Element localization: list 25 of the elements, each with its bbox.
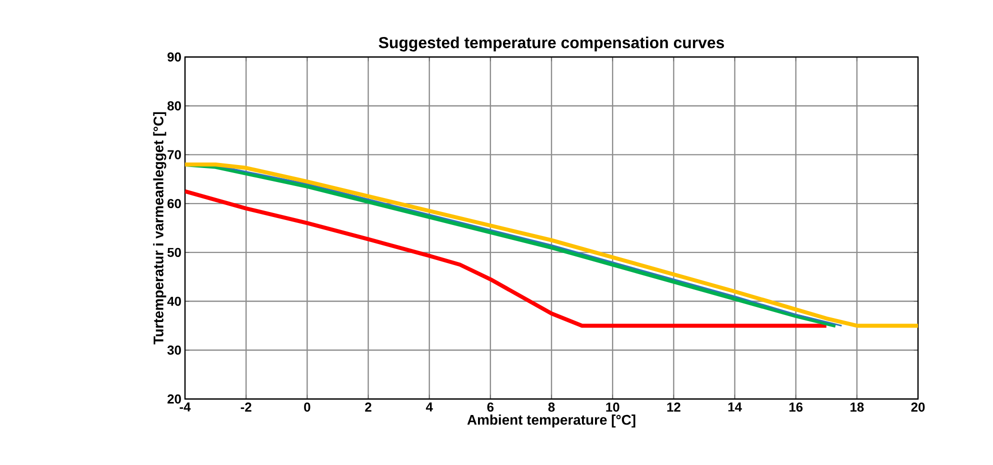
y-tick-label: 50 (167, 248, 181, 258)
x-tick-label: 14 (728, 402, 742, 412)
line-series (185, 189, 828, 328)
chart-title: Suggested temperature compensation curves (378, 36, 724, 52)
y-axis-title: Turtemperatur i varmeanlegget [°C] (153, 112, 166, 344)
x-tick-label: 16 (789, 402, 803, 412)
y-tick-label: 30 (167, 346, 181, 355)
x-tick-label: -2 (240, 402, 252, 412)
x-tick-label: 18 (850, 402, 864, 412)
y-tick-label: 40 (167, 296, 181, 306)
y-tick-label: 80 (167, 101, 181, 110)
x-axis-title: Ambient temperature [°C] (467, 414, 636, 428)
x-tick-label: 2 (365, 402, 372, 412)
y-tick-label: 20 (168, 394, 181, 404)
x-tick-label: -4 (180, 402, 191, 412)
y-tick-label: 70 (168, 150, 181, 160)
x-tick-label: 4 (426, 402, 433, 412)
x-tick-label: 12 (667, 402, 680, 412)
x-tick-label: 0 (304, 402, 310, 412)
y-tick-label: 90 (168, 52, 181, 62)
x-tick-label: 20 (911, 402, 925, 412)
y-tick-label: 60 (168, 198, 181, 208)
x-tick-label: 6 (487, 402, 494, 412)
x-tick-label: 8 (548, 402, 555, 412)
x-tick-label: 10 (606, 402, 620, 412)
